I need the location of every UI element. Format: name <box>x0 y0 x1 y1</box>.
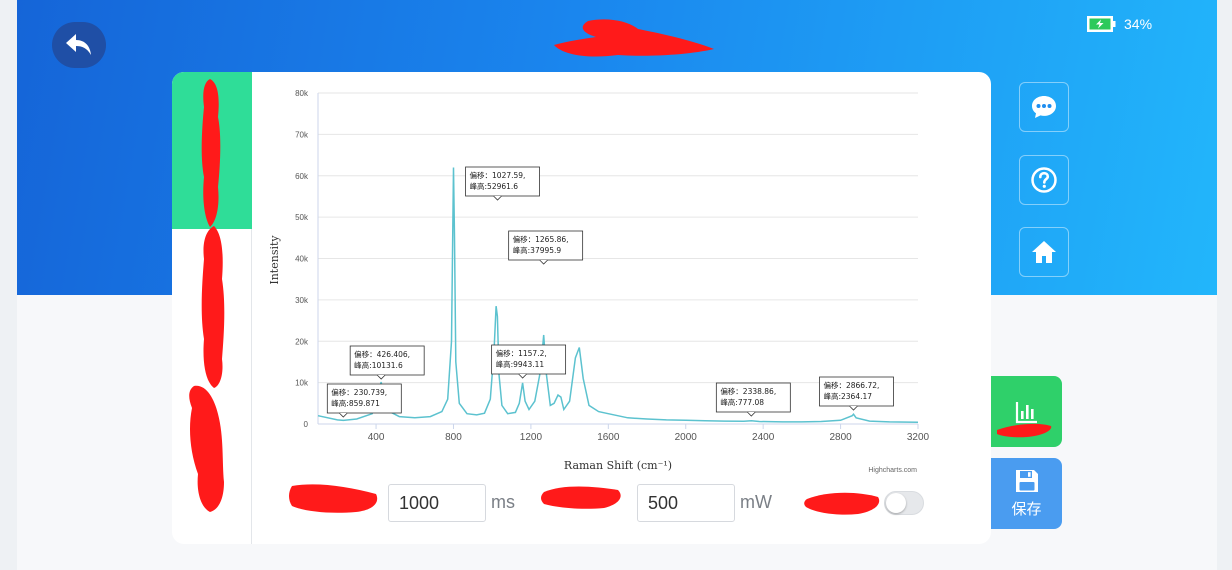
integration-time-input[interactable] <box>388 484 486 522</box>
back-button[interactable] <box>52 22 106 68</box>
tooltip-height: 峰高:2364.17 <box>823 391 872 401</box>
tooltip-shift: 偏移：1157.2, <box>496 348 547 358</box>
page-title-redacted <box>554 19 714 57</box>
back-arrow-icon <box>66 34 91 55</box>
y-axis-label: Intensity <box>268 235 281 285</box>
tooltip-height: 峰高:9943.11 <box>496 359 545 369</box>
raman-spectrum-chart[interactable]: 0 10k 20k 30k 40k 50k 60k 70k 80k 400 800 1200 1600 2… <box>172 72 991 544</box>
tooltip-shift: 偏移：1027.59, <box>470 170 526 180</box>
x-tick-label: 2800 <box>829 432 852 443</box>
y-tick-label: 70k <box>295 130 309 139</box>
laser-power-input[interactable] <box>637 484 735 522</box>
help-button[interactable] <box>1019 155 1069 205</box>
tooltip-shift: 偏移：426.406, <box>354 349 410 359</box>
analyze-button[interactable] <box>991 376 1062 447</box>
analyze-label-redacted <box>997 423 1052 438</box>
y-tick-label: 60k <box>295 172 309 181</box>
x-tick-label: 1200 <box>520 432 543 443</box>
x-tick-label: 800 <box>445 432 462 443</box>
tooltip-height: 峰高:859.871 <box>331 398 380 408</box>
tooltip-height: 峰高:10131.6 <box>354 360 403 370</box>
mode-toggle-switch[interactable] <box>884 491 924 515</box>
tooltip-height: 峰高:777.08 <box>720 397 764 407</box>
save-button[interactable]: 保存 <box>991 458 1062 529</box>
save-label: 保存 <box>1011 500 1042 518</box>
save-floppy-icon <box>1015 470 1038 492</box>
peak-tooltip: 偏移：1157.2,峰高:9943.11 <box>491 344 567 379</box>
tab-label-redacted-3 <box>189 385 224 512</box>
x-tick-label: 400 <box>368 432 385 443</box>
home-button[interactable] <box>1019 227 1069 277</box>
tooltip-shift: 偏移：230.739, <box>331 387 387 397</box>
tab-label-redacted-2 <box>201 226 225 388</box>
peak-tooltip: 偏移：2866.72,峰高:2364.17 <box>819 376 894 411</box>
spectrum-line <box>317 167 919 424</box>
right-margin <box>1217 0 1232 570</box>
x-tick-label: 3200 <box>907 432 930 443</box>
peak-tooltip: 偏移：1027.59,峰高:52961.6 <box>465 166 540 201</box>
spectrum-card: 0 10k 20k 30k 40k 50k 60k 70k 80k 400 800 1200 1600 2… <box>172 72 991 544</box>
peak-tooltip: 偏移：426.406,峰高:10131.6 <box>349 345 425 380</box>
message-button[interactable] <box>1019 82 1069 132</box>
toggle-knob <box>886 493 906 513</box>
y-tick-label: 10k <box>295 379 309 388</box>
y-tick-label: 40k <box>295 255 309 264</box>
peak-tooltip: 偏移：230.739,峰高:859.871 <box>326 383 402 418</box>
x-tick-label: 2400 <box>752 432 775 443</box>
y-tick-label: 50k <box>295 213 309 222</box>
x-axis-label: Raman Shift (cm⁻¹) <box>564 459 672 472</box>
home-icon <box>1032 241 1056 263</box>
peak-tooltip: 偏移：2338.86,峰高:777.08 <box>715 382 791 417</box>
battery-status: 34% <box>1087 16 1152 32</box>
x-tick-label: 1600 <box>597 432 620 443</box>
tooltip-height: 峰高:52961.6 <box>470 181 519 191</box>
tab-label-redacted <box>201 79 221 227</box>
chart-credit[interactable]: Highcharts.com <box>868 467 917 474</box>
y-tick-label: 30k <box>295 296 309 305</box>
tooltip-shift: 偏移：2338.86, <box>720 386 776 396</box>
bar-chart-icon <box>1015 401 1037 423</box>
y-tick-label: 20k <box>295 337 309 346</box>
tooltip-shift: 偏移：1265.86, <box>513 234 569 244</box>
help-icon <box>1031 167 1057 193</box>
left-margin <box>0 0 17 570</box>
acquisition-controls: ms mW <box>172 72 991 544</box>
y-tick-label: 80k <box>295 89 309 98</box>
tooltip-shift: 偏移：2866.72, <box>823 380 879 390</box>
battery-icon <box>1087 16 1116 32</box>
tooltip-height: 峰高:37995.9 <box>513 245 562 255</box>
peak-tooltip: 偏移：1265.86,峰高:37995.9 <box>508 230 584 265</box>
y-tick-label: 0 <box>304 420 309 429</box>
x-tick-label: 2000 <box>675 432 698 443</box>
chat-bubble-icon <box>1032 96 1056 118</box>
battery-percent: 34% <box>1124 16 1153 32</box>
mode-sidebar <box>172 72 252 544</box>
